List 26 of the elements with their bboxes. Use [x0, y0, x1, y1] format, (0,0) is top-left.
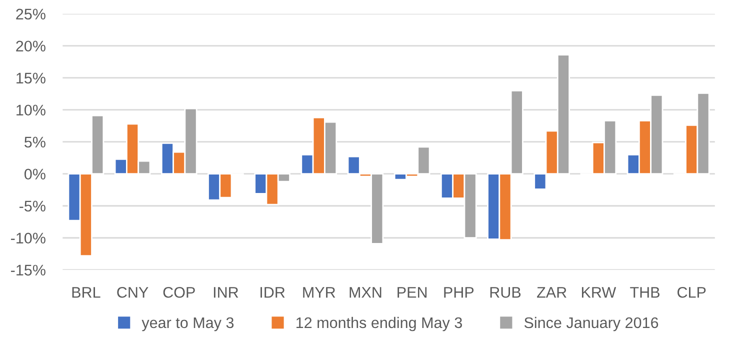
legend-label: 12 months ending May 3 [296, 316, 462, 332]
x-tick-label: INR [214, 287, 238, 298]
x-tick-label: MYR [303, 287, 336, 298]
legend-label: year to May 3 [142, 317, 234, 332]
x-tick-label: BRL [72, 287, 100, 298]
x-tick-label: KRW [582, 287, 616, 298]
x-tick-label: THB [630, 287, 660, 298]
legend-label: Since January 2016 [524, 316, 658, 332]
x-tick-label: CLP [678, 286, 706, 298]
y-tick-label: 0% [24, 168, 46, 180]
x-tick-label: COP [163, 286, 195, 298]
y-tick-label: -10% [10, 232, 46, 244]
x-tick-label: ZAR [537, 287, 566, 298]
x-tick-label: CNY [117, 286, 148, 298]
x-tick-label: IDR [260, 287, 285, 298]
y-tick-label: -5% [19, 200, 46, 212]
x-tick-label: MXN [350, 287, 382, 298]
y-tick-label: 15% [16, 72, 46, 84]
y-tick-label: 20% [16, 40, 46, 52]
x-tick-label: PEN [398, 287, 427, 298]
x-tick-label: PHP [444, 287, 474, 298]
y-tick-label: 10% [16, 104, 46, 116]
x-tick-label: RUB [490, 287, 521, 298]
y-tick-label: -15% [10, 264, 46, 276]
y-tick-label: 25% [16, 8, 46, 20]
y-tick-label: 5% [24, 136, 46, 148]
